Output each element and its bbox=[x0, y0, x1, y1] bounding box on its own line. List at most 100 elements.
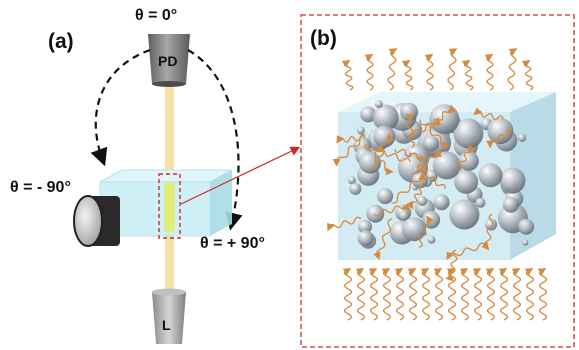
scattered-wave bbox=[511, 267, 521, 321]
particle bbox=[458, 150, 479, 171]
scattered-wave bbox=[447, 48, 458, 91]
scattered-wave bbox=[445, 249, 458, 282]
particle bbox=[502, 196, 519, 213]
scattered-wave bbox=[446, 267, 456, 321]
particle bbox=[402, 217, 427, 242]
scattered-wave bbox=[420, 267, 430, 321]
angle-right-label: θ = + 90° bbox=[200, 235, 265, 252]
particle bbox=[518, 218, 535, 235]
scattered-wave bbox=[457, 144, 476, 172]
angle-left-label: θ = - 90° bbox=[10, 179, 71, 196]
particle bbox=[360, 106, 377, 123]
sample-dashed-box bbox=[158, 173, 181, 239]
scattered-wave bbox=[507, 48, 518, 91]
scattered-wave bbox=[418, 165, 446, 189]
particle bbox=[411, 172, 428, 189]
particle bbox=[499, 167, 526, 194]
photodetector: PD bbox=[148, 34, 190, 87]
scattered-wave bbox=[406, 185, 423, 210]
scattered-wave bbox=[368, 267, 378, 321]
scattered-wave bbox=[459, 267, 469, 321]
detector-label: PD bbox=[158, 53, 177, 69]
scattered-wave bbox=[461, 59, 474, 91]
rotation-arc-left bbox=[90, 48, 151, 167]
scattered-wave bbox=[521, 59, 534, 91]
scattered-wave bbox=[485, 267, 495, 321]
cuvette-cap bbox=[73, 195, 120, 247]
particle bbox=[417, 196, 428, 206]
scattered-wave bbox=[424, 53, 434, 91]
scattered-wave bbox=[332, 134, 366, 167]
scattered-wave bbox=[481, 213, 494, 251]
scattered-wave bbox=[394, 267, 404, 321]
scattered-wave bbox=[372, 133, 395, 171]
scattered-wave bbox=[393, 148, 426, 164]
scattered-wave bbox=[387, 48, 398, 91]
scattered-wave-group bbox=[327, 48, 547, 321]
particle bbox=[485, 218, 498, 231]
particle bbox=[522, 239, 529, 246]
scattered-wave bbox=[341, 59, 354, 91]
sample-highlight bbox=[164, 182, 175, 232]
source-label: L bbox=[162, 317, 171, 333]
particle bbox=[347, 176, 356, 185]
particle bbox=[454, 169, 479, 194]
scattered-wave bbox=[524, 267, 534, 321]
scattered-wave bbox=[355, 267, 365, 321]
scattered-wave bbox=[373, 202, 409, 217]
zoom-pointer bbox=[180, 146, 301, 205]
particle bbox=[518, 133, 527, 142]
scattered-wave bbox=[446, 242, 486, 260]
scattered-wave bbox=[364, 53, 374, 91]
scattered-wave bbox=[342, 267, 352, 321]
light-source: L bbox=[152, 288, 186, 344]
particle bbox=[432, 151, 461, 180]
panel-a: (a) PD θ = 0° θ = - 90° θ = + 90° bbox=[10, 7, 301, 344]
particle bbox=[356, 126, 365, 135]
scattered-wave bbox=[472, 267, 482, 321]
particle bbox=[475, 197, 486, 208]
scattered-wave bbox=[364, 144, 394, 176]
scattered-wave bbox=[498, 267, 508, 321]
particle bbox=[453, 118, 484, 149]
scattered-wave bbox=[484, 53, 494, 91]
rotation-arc-right bbox=[187, 49, 243, 231]
particle bbox=[374, 100, 383, 109]
panel-b: (b) bbox=[300, 14, 575, 348]
particle bbox=[487, 118, 514, 145]
particle bbox=[359, 151, 381, 174]
particle bbox=[372, 104, 399, 131]
scattered-wave bbox=[411, 148, 442, 175]
particle bbox=[377, 188, 394, 205]
angle-top-label: θ = 0° bbox=[135, 7, 177, 24]
scattered-wave bbox=[486, 128, 513, 149]
particle bbox=[357, 230, 374, 247]
particle bbox=[427, 235, 436, 244]
particle bbox=[433, 194, 450, 211]
scattered-wave bbox=[537, 267, 547, 321]
particle bbox=[478, 163, 503, 188]
scattered-wave bbox=[373, 218, 393, 260]
particle bbox=[358, 219, 372, 234]
particle bbox=[349, 182, 362, 195]
scattered-wave bbox=[381, 267, 391, 321]
particle bbox=[400, 102, 419, 121]
scattered-wave bbox=[418, 215, 434, 249]
particle bbox=[366, 204, 385, 223]
particle bbox=[449, 199, 480, 230]
scattered-wave bbox=[407, 267, 417, 321]
scattered-wave bbox=[375, 145, 411, 163]
scattered-wave bbox=[433, 267, 443, 321]
scattered-wave bbox=[419, 119, 450, 150]
particle bbox=[399, 210, 410, 221]
scattered-wave bbox=[429, 104, 456, 129]
scattered-wave bbox=[327, 216, 362, 232]
scattered-wave bbox=[391, 172, 427, 204]
scattered-wave bbox=[401, 59, 414, 91]
panel-b-label: (b) bbox=[310, 27, 337, 50]
particle bbox=[423, 135, 440, 152]
scattered-wave bbox=[405, 113, 415, 148]
scattered-wave bbox=[473, 107, 504, 121]
panel-b-frame bbox=[300, 14, 575, 348]
